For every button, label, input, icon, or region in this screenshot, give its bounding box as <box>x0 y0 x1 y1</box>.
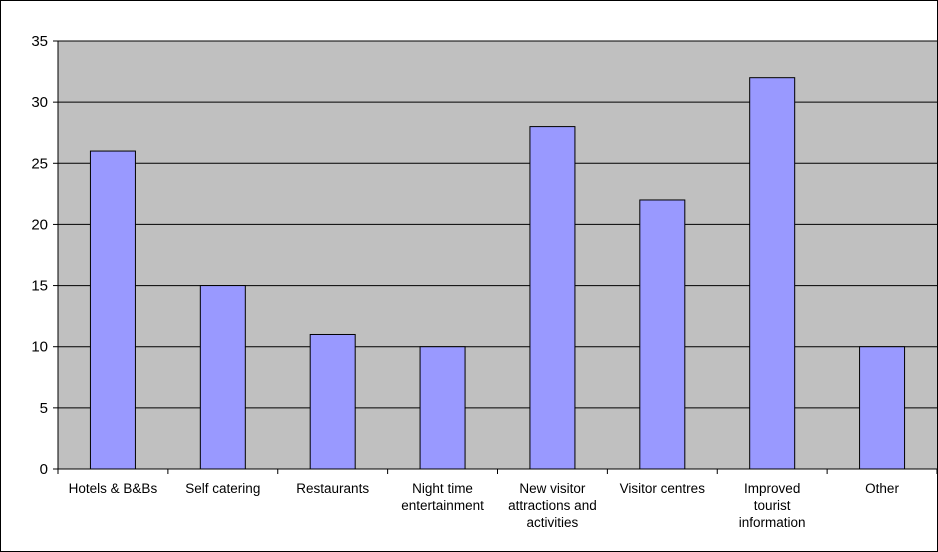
x-category-label: Improved tourist information <box>739 481 806 530</box>
bar <box>89 150 136 470</box>
plot-area <box>58 41 937 469</box>
bar <box>309 333 356 470</box>
y-tick-label: 35 <box>31 33 48 50</box>
bar <box>199 285 246 470</box>
x-category-label: Night time entertainment <box>401 481 484 513</box>
x-category-label: Hotels & B&Bs <box>69 481 158 496</box>
y-tick-label: 0 <box>40 461 48 478</box>
x-category-label: Visitor centres <box>620 481 706 496</box>
y-tick-label: 5 <box>40 400 48 417</box>
bar <box>859 346 906 470</box>
x-category-label: Self catering <box>185 481 260 496</box>
x-category-label: Restaurants <box>296 481 369 496</box>
x-category-label: New visitor attractions and activities <box>508 481 597 530</box>
x-category-label: Other <box>865 481 899 496</box>
bar <box>529 126 576 470</box>
y-tick-label: 20 <box>31 216 48 233</box>
y-tick-label: 10 <box>31 339 48 356</box>
y-tick-label: 15 <box>31 278 48 295</box>
bar <box>639 199 686 470</box>
bar <box>749 77 796 470</box>
bar <box>419 346 466 470</box>
y-tick-label: 25 <box>31 155 48 172</box>
y-tick-label: 30 <box>31 94 48 111</box>
